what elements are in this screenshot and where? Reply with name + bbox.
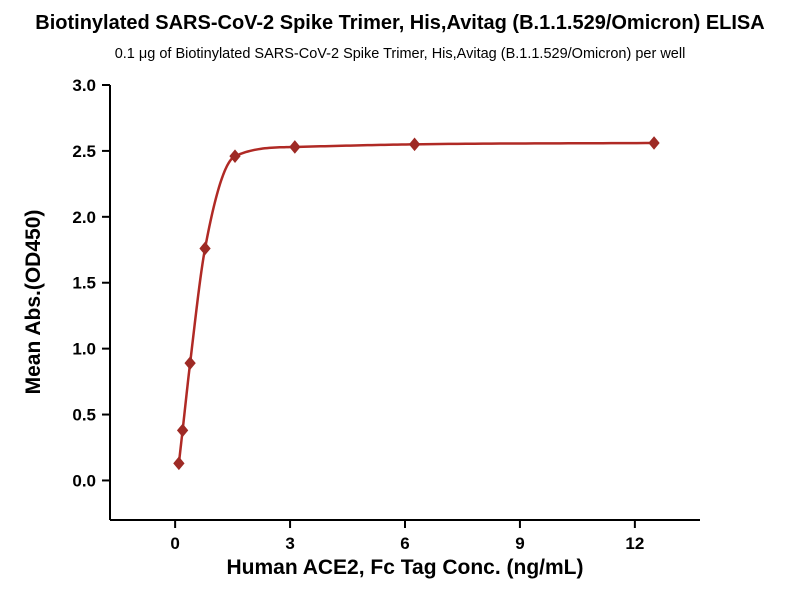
data-point-marker xyxy=(184,356,196,370)
fit-curve xyxy=(177,141,655,464)
data-point-marker xyxy=(173,456,185,471)
y-tick-label: 0.0 xyxy=(72,471,96,490)
axis-ticks xyxy=(102,84,636,528)
data-point-marker xyxy=(176,423,189,438)
x-tick-label: 6 xyxy=(400,534,409,553)
data-point-marker xyxy=(229,149,241,163)
chart-subtitle: 0.1 μg of Biotinylated SARS-CoV-2 Spike … xyxy=(114,46,686,62)
data-point-marker xyxy=(648,136,660,150)
y-tick-label: 1.0 xyxy=(72,340,96,359)
data-point-marker xyxy=(408,137,421,152)
x-tick-label: 3 xyxy=(285,534,294,553)
x-tick-label: 9 xyxy=(515,534,524,553)
data-point-marker xyxy=(199,241,211,256)
tick-labels: 0 3 6 9 12 0.0 0.5 1.0 1.5 2.0 2.5 3.0 xyxy=(72,76,644,553)
x-tick-label: 0 xyxy=(170,534,179,553)
series-curve xyxy=(177,141,655,464)
y-axis-title: Mean Abs.(OD450) xyxy=(22,209,45,395)
data-point-marker xyxy=(289,140,301,154)
y-tick-label: 2.0 xyxy=(72,208,96,227)
chart-title: Biotinylated SARS-CoV-2 Spike Trimer, Hi… xyxy=(35,12,765,34)
x-tick-label: 12 xyxy=(625,534,644,553)
y-tick-label: 0.5 xyxy=(72,406,96,425)
y-tick-label: 1.5 xyxy=(72,274,96,293)
y-tick-label: 3.0 xyxy=(72,76,96,95)
y-tick-label: 2.5 xyxy=(72,142,96,161)
x-axis-title: Human ACE2, Fc Tag Conc. (ng/mL) xyxy=(226,556,584,579)
data-points xyxy=(173,136,660,471)
